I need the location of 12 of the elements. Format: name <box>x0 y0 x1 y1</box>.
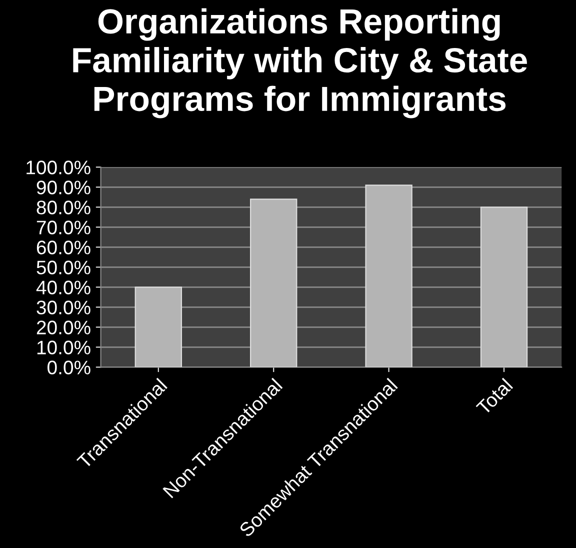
y-tick-label: 70.0% <box>36 220 90 234</box>
y-tick-label: 30.0% <box>36 300 90 314</box>
y-tick-label: 50.0% <box>36 260 90 274</box>
chart-title: Organizations Reporting Familiarity with City & State Programs for Immigrants <box>73 8 527 118</box>
y-tick-label: 40.0% <box>36 280 90 294</box>
y-tick-label: 20.0% <box>36 320 90 334</box>
y-tick-label: 10.0% <box>37 340 90 354</box>
y-tick-label: 0.0% <box>48 360 90 374</box>
y-tick-label: 90.0% <box>36 180 90 194</box>
y-tick-label: 60.0% <box>36 240 90 254</box>
y-tick-label: 80.0% <box>36 200 90 214</box>
y-tick-label: 100.0% <box>26 160 90 174</box>
